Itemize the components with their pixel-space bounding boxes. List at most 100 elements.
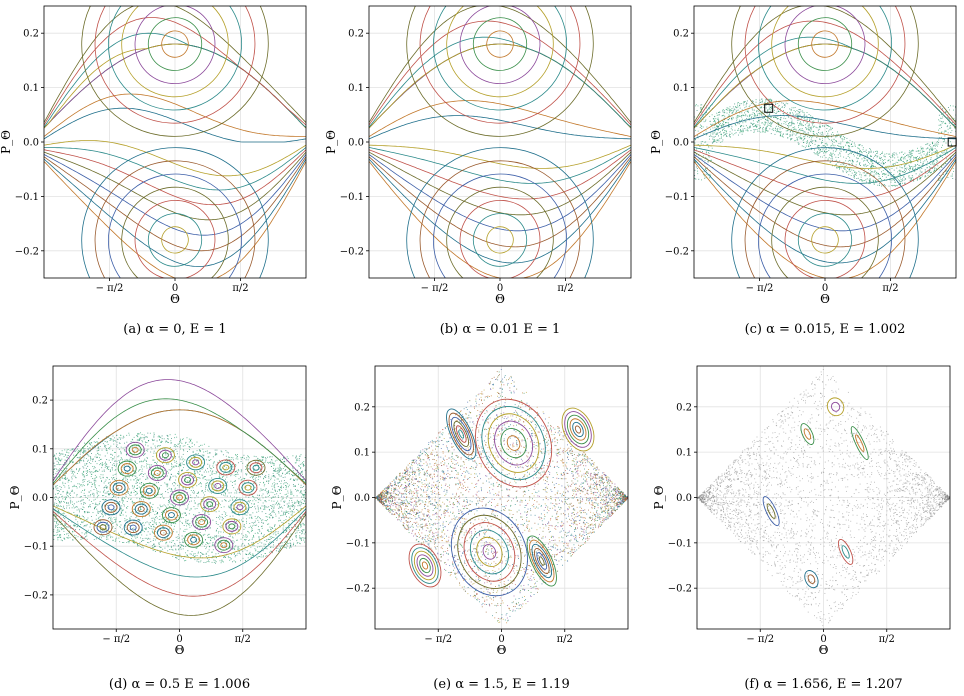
chaos-point xyxy=(290,505,292,507)
chaos-point xyxy=(767,101,768,103)
chaos-point xyxy=(136,535,138,537)
chaos-point xyxy=(840,155,842,157)
chaos-point xyxy=(910,167,911,169)
chaos-point xyxy=(789,113,791,115)
chaos-point xyxy=(76,469,77,471)
chaos-point xyxy=(207,510,209,512)
chaos-point xyxy=(803,142,805,144)
chaos-point xyxy=(56,471,58,473)
chaos-point xyxy=(787,114,789,116)
chaos-point xyxy=(286,545,288,547)
chaos-point xyxy=(203,515,205,517)
chaos-point xyxy=(182,470,183,472)
chaos-point xyxy=(700,104,702,106)
chaos-point xyxy=(721,124,723,126)
chaos-point xyxy=(142,449,144,451)
chaos-point xyxy=(825,152,827,154)
chaos-point xyxy=(739,132,741,134)
chaos-point xyxy=(62,490,64,492)
chaos-point xyxy=(794,117,796,119)
chaos-point xyxy=(938,141,939,143)
chaos-point xyxy=(202,467,204,469)
chaos-point xyxy=(163,504,165,506)
chaos-point xyxy=(65,459,67,461)
chaos-point xyxy=(257,508,259,510)
chaos-point xyxy=(934,143,936,145)
chaos-point xyxy=(834,154,836,156)
chaos-point xyxy=(259,556,261,557)
chaos-point xyxy=(237,473,239,475)
chaos-point xyxy=(914,164,916,166)
chaos-point xyxy=(100,537,102,539)
chaos-point xyxy=(878,161,880,163)
chaos-point xyxy=(801,123,803,125)
chaos-point xyxy=(108,507,110,509)
chaos-point xyxy=(90,457,92,459)
chaos-point xyxy=(928,154,930,156)
chaos-point xyxy=(848,164,850,166)
chaos-point xyxy=(118,537,120,539)
chaos-point xyxy=(770,125,772,127)
chaos-point xyxy=(68,452,70,454)
chaos-point xyxy=(735,125,737,127)
chaos-point xyxy=(837,131,839,133)
chaos-point xyxy=(182,467,184,469)
chaos-point xyxy=(262,497,264,499)
chaos-point xyxy=(111,464,113,466)
chaos-point xyxy=(290,478,292,480)
chaos-point xyxy=(742,114,744,116)
chaos-point xyxy=(944,122,946,124)
chaos-point xyxy=(877,184,879,186)
chaos-point xyxy=(156,446,158,448)
chaos-point xyxy=(136,477,138,479)
chaos-point xyxy=(262,547,264,549)
chaos-point xyxy=(700,111,702,113)
chaos-point xyxy=(841,135,843,137)
chaos-point xyxy=(135,445,137,447)
chaos-point xyxy=(60,493,62,495)
chaos-point xyxy=(220,541,222,543)
chaos-point xyxy=(257,515,259,517)
chaos-point xyxy=(114,451,116,453)
chaos-point xyxy=(728,112,730,114)
chaos-point xyxy=(215,453,217,455)
chaos-point xyxy=(293,542,295,544)
chaos-point xyxy=(185,552,187,554)
chaos-point xyxy=(226,451,228,453)
chaos-point xyxy=(64,477,66,479)
chaos-point xyxy=(268,506,270,508)
chaos-point xyxy=(113,458,115,460)
chaos-point xyxy=(942,152,944,154)
chaos-point xyxy=(231,485,233,486)
chaos-point xyxy=(243,526,245,527)
chaos-point xyxy=(252,494,253,496)
chaos-point xyxy=(803,125,804,127)
chaos-point xyxy=(299,538,301,540)
chaos-point xyxy=(909,152,911,154)
chaos-point xyxy=(139,504,141,506)
chaos-point xyxy=(854,171,855,173)
chaos-point xyxy=(198,483,200,485)
chaos-point xyxy=(860,176,862,178)
chaos-point xyxy=(83,470,85,472)
chaos-point xyxy=(808,126,810,128)
chaos-point xyxy=(931,153,933,155)
chaos-point xyxy=(719,131,721,133)
chaos-point xyxy=(223,473,225,474)
chaos-point xyxy=(799,124,801,126)
chaos-point xyxy=(845,170,847,172)
chaos-point xyxy=(707,151,709,153)
chaos-point xyxy=(752,112,754,114)
chaos-point xyxy=(186,520,188,522)
chaos-point xyxy=(807,145,809,147)
chaos-point xyxy=(200,483,202,485)
chaos-point xyxy=(119,526,121,528)
chaos-point xyxy=(738,115,740,117)
chaos-point xyxy=(238,551,240,552)
chaos-point xyxy=(268,482,269,484)
chaos-point xyxy=(64,523,66,525)
chaos-point xyxy=(874,176,875,178)
x-tick-label: π/2 xyxy=(882,283,898,294)
chaos-point xyxy=(898,160,900,162)
chaos-point xyxy=(953,170,955,172)
